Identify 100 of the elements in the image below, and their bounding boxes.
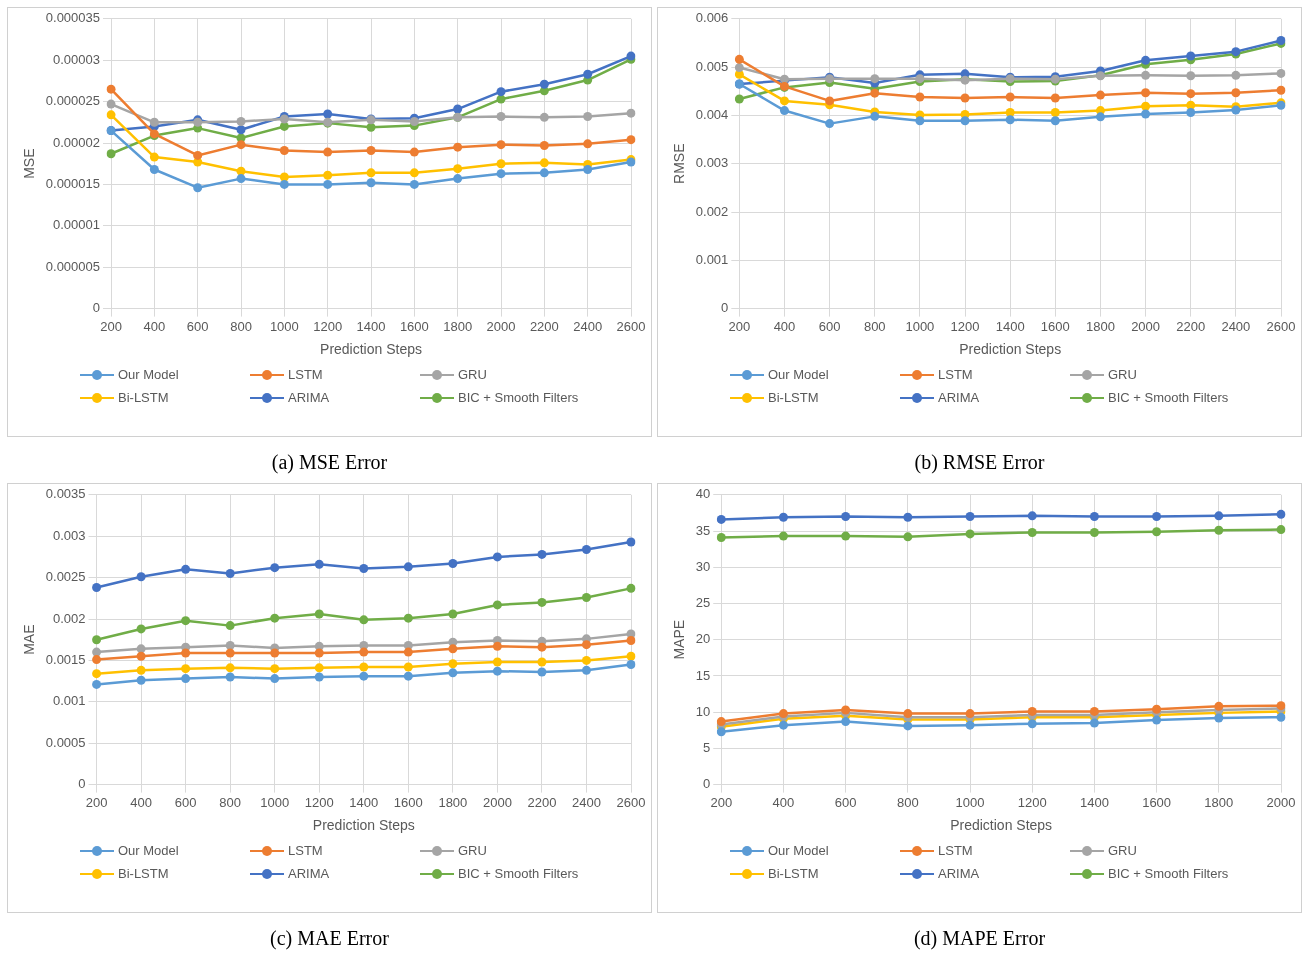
point: [359, 647, 369, 657]
point: [492, 657, 502, 667]
point: [537, 597, 547, 607]
point: [1214, 713, 1224, 723]
text: (a) MSE Error: [270, 451, 389, 474]
point: [448, 668, 458, 678]
y-tick-label: 0.0025: [45, 569, 86, 585]
y-tick-label: 0: [92, 300, 101, 316]
point: [965, 720, 975, 730]
point: [359, 563, 369, 573]
point: [1089, 706, 1099, 716]
legend-label: Our Model: [118, 367, 179, 382]
point: [1089, 718, 1099, 728]
point: [496, 112, 506, 121]
point: [537, 642, 547, 652]
point: [1186, 89, 1196, 99]
x-tick-label: 400: [143, 318, 166, 334]
point: [314, 648, 324, 658]
point: [359, 615, 369, 625]
y-tick-label: 35: [695, 522, 711, 538]
point: [915, 92, 925, 102]
x-tick-label: 2000: [1131, 318, 1161, 334]
point: [825, 119, 835, 129]
point: [359, 671, 369, 681]
point: [136, 572, 146, 582]
x-tick-label: 600: [818, 318, 841, 334]
point: [626, 636, 636, 646]
legend-label: LSTM: [938, 367, 973, 382]
text: (b) RMSE Error: [913, 451, 1046, 474]
point: [496, 140, 506, 150]
point: [323, 179, 333, 189]
point: [92, 635, 102, 645]
point: [1152, 715, 1162, 725]
point: [314, 672, 324, 682]
point: [496, 87, 506, 97]
point: [1231, 88, 1241, 98]
point: [581, 544, 591, 554]
point: [734, 54, 744, 64]
point: [626, 537, 636, 547]
x-tick-label: 2600: [1266, 318, 1296, 334]
point: [366, 178, 376, 188]
point: [1027, 706, 1037, 716]
x-tick-label: 2400: [572, 794, 601, 810]
x-tick-label: 800: [230, 318, 252, 334]
x-tick-label: 2600: [616, 794, 646, 810]
point: [1214, 511, 1224, 521]
legend-label: BIC + Smooth Filters: [1108, 390, 1229, 405]
point: [870, 111, 880, 121]
point: [492, 600, 502, 610]
legend-label: Bi-LSTM: [118, 390, 169, 405]
point: [1276, 85, 1286, 95]
x-tick-label: 600: [174, 794, 197, 810]
point: [359, 662, 369, 672]
y-tick-label: 0.003: [695, 155, 729, 171]
point: [825, 96, 835, 106]
legend-label: Our Model: [768, 367, 829, 382]
point: [903, 721, 913, 731]
point: [403, 562, 413, 572]
y-tick-label: 0.001: [695, 251, 729, 267]
point: [1186, 71, 1196, 81]
point: [1050, 93, 1060, 103]
point: [92, 669, 102, 679]
y-tick-label: 30: [695, 558, 711, 574]
point: [539, 79, 549, 89]
point: [453, 142, 463, 152]
point: [716, 514, 726, 524]
legend-label: ARIMA: [288, 866, 330, 881]
y-axis-title: MAPE: [671, 619, 688, 660]
point: [149, 152, 159, 162]
point: [448, 659, 458, 669]
point: [106, 99, 116, 109]
point: [539, 112, 549, 122]
x-tick-label: 1800: [443, 318, 473, 334]
point: [1027, 527, 1037, 537]
point: [626, 108, 636, 118]
y-tick-label: 0: [703, 776, 711, 792]
point: [581, 640, 591, 650]
point: [314, 559, 324, 569]
point: [870, 74, 880, 84]
text: (c) MAE Error: [269, 927, 390, 950]
x-tick-label: 200: [85, 794, 108, 810]
y-axis-title: MSE: [21, 148, 38, 179]
point: [1152, 527, 1162, 537]
point: [136, 651, 146, 661]
point: [496, 169, 506, 179]
point: [279, 145, 289, 155]
y-tick-label: 0.0005: [45, 734, 86, 750]
legend-label: GRU: [1108, 367, 1137, 382]
legend-label: ARIMA: [938, 390, 980, 405]
point: [537, 549, 547, 559]
point: [448, 644, 458, 654]
y-tick-label: 40: [695, 486, 711, 502]
x-tick-label: 200: [710, 794, 733, 810]
point: [903, 512, 913, 522]
point: [492, 641, 502, 651]
x-tick-label: 2400: [573, 318, 603, 334]
x-tick-label: 400: [773, 318, 796, 334]
text: (d) MAPE Error: [912, 927, 1047, 950]
point: [1276, 525, 1286, 535]
point: [1141, 55, 1151, 65]
